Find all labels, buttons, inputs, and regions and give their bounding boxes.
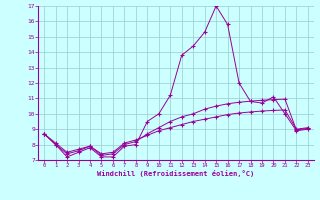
X-axis label: Windchill (Refroidissement éolien,°C): Windchill (Refroidissement éolien,°C): [97, 170, 255, 177]
